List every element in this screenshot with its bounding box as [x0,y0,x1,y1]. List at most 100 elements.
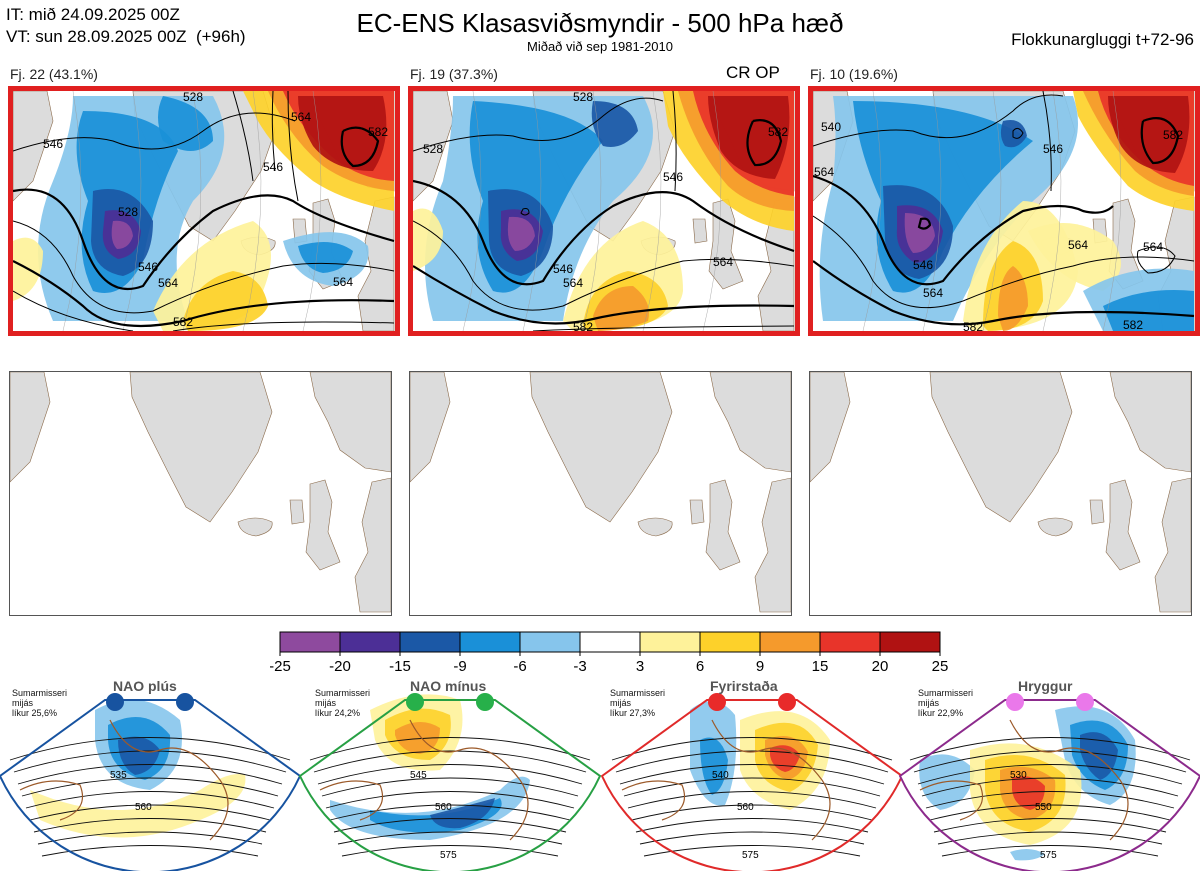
graticule-line [62,91,82,331]
regime-contour-label: 540 [712,770,729,781]
regime-contour-label: 560 [737,802,754,813]
contour-label: 564 [291,110,311,124]
regime-contour [921,777,1179,797]
anomaly-area [998,266,1028,331]
regime-contour-label: 550 [1035,802,1052,813]
regime-contour [317,764,583,785]
regime-anomaly [395,721,440,754]
regime-marker-dot [778,693,796,711]
land-shape [354,477,391,613]
regime-contour [29,804,271,821]
anomaly-area [413,208,443,271]
height-contour [672,91,677,192]
contour-label: 564 [713,255,733,269]
regime-contour [635,818,869,833]
graticule-line [1102,91,1122,331]
graticule-line [862,91,882,331]
empty-map-3 [809,371,1192,616]
regime-contour [615,750,889,773]
regime-contour-label: 575 [1040,850,1057,861]
colorbar-swatch [339,631,401,653]
graticule-line [702,91,722,331]
empty-map-1-land [10,372,391,613]
regime-contour [917,764,1183,785]
colorbar-swatch [639,631,701,653]
regime-4-note: Sumarmisseri mijás líkur 22,9% [918,688,974,718]
contour-label: 528 [183,91,203,104]
height-contour [1140,117,1180,165]
contour-label: 564 [333,275,353,289]
land-shape [1037,517,1073,537]
contour-label: 546 [43,137,63,151]
cluster-1-map: 528 546 564 582 546 564 528 546 564 582 [8,86,400,336]
land-shape [692,218,708,244]
anomaly-area [593,286,649,331]
anomaly-area [1103,290,1194,331]
land-shape [1089,499,1105,525]
colorbar-swatch [459,631,521,653]
land-shape [637,517,673,537]
contour-label: 546 [663,170,683,184]
regime-contour [337,831,563,845]
regime-2-title: NAO mínus [410,678,487,694]
height-contour [287,91,299,202]
height-contour [917,217,932,230]
regime-2-note: Sumarmisseri mijás líkur 24,2% [315,688,371,718]
colorbar-tick-label: 25 [932,658,949,675]
land-shape [305,479,341,571]
anomaly-area [591,101,638,147]
contour-label: 582 [768,125,788,139]
regime-contour [325,791,575,809]
contour-label: 582 [963,320,983,331]
land-shape [929,372,1073,523]
regime-fan: 545 560 575 [298,693,602,871]
regime-3-note: Sumarmisseri mijás líkur 27,3% [610,688,666,718]
regime-marker-dot [176,693,194,711]
land-shape [410,372,451,483]
land-shape [1109,372,1191,473]
colorbar-tick-label: 15 [812,658,829,675]
regime-coastline [409,719,529,841]
land-shape [129,372,273,523]
height-contour [413,265,795,325]
empty-map-3-land [810,372,1191,613]
regime-contour [329,804,571,821]
empty-map-1 [9,371,392,616]
regime-anomaly [1012,776,1045,810]
cluster-2-label: Fj. 19 (37.3%) [410,66,498,82]
regime-contour-label: 535 [110,770,127,781]
regime-marker-dot [1006,693,1024,711]
anomaly-area [1108,96,1190,173]
land-shape [10,372,51,483]
contour-label: 546 [913,258,933,272]
anomaly-area [507,216,535,251]
colorbar-tick-label: -6 [513,658,526,675]
height-contour [340,126,380,168]
cluster-3-map: 540 564 546 564 582 546 564 564 582 582 [808,86,1200,336]
contour-label: 582 [573,320,593,331]
regime-marker-dot [1076,693,1094,711]
page-title: EC-ENS Klasasviðsmyndir - 500 hPa hæð [356,8,844,38]
graticule-line [922,91,942,331]
regime-contour [937,831,1163,845]
regime-contour [25,791,275,809]
colorbar-tick-label: -15 [389,658,411,675]
height-contour [813,260,1195,326]
contour-label: 528 [118,205,138,219]
contour-label: 564 [158,276,178,290]
height-contour [13,220,395,314]
regime-anomaly [919,754,975,810]
regime-fan: 540 560 575 [600,693,904,871]
colorbar-swatch [759,631,821,653]
regime-contour [313,750,587,773]
height-contour [520,208,530,216]
land-shape [705,479,741,571]
height-contour [813,174,1114,286]
cluster-2-map: 528 546 564 582 546 564 582 528 [408,86,800,336]
regime-contour [925,791,1175,809]
land-shape [1154,477,1191,613]
regime-marker-dot [476,693,494,711]
contour-label: 564 [563,276,583,290]
empty-map-2-land [410,372,791,613]
